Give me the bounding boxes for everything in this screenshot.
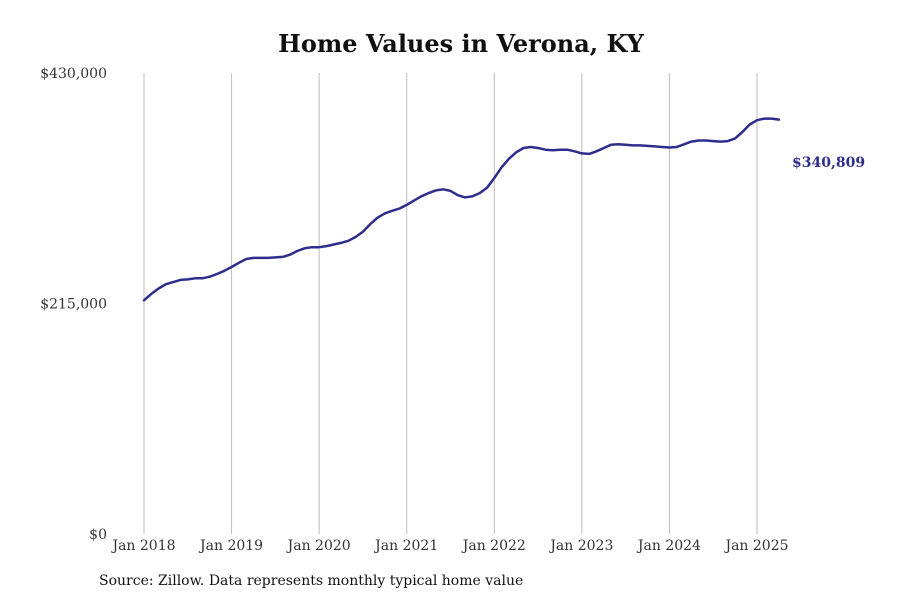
y-tick-label: $215,000 — [40, 297, 107, 313]
x-axis: Jan 2018 Jan 2019 Jan 2020 Jan 2021 Jan 2022… — [110, 538, 788, 554]
end-value-label: $340,809 — [792, 155, 865, 171]
x-tick-label: Jan 2022 — [461, 538, 526, 554]
series-lines — [142, 117, 781, 302]
series-line — [142, 117, 781, 302]
x-tick-label: Jan 2018 — [110, 538, 175, 554]
x-tick-label: Jan 2021 — [373, 538, 438, 554]
x-tick-label: Jan 2020 — [286, 538, 351, 554]
y-tick-label: $430,000 — [40, 66, 107, 82]
source-note: Source: Zillow. Data represents monthly … — [99, 573, 524, 589]
y-axis: $0 $215,000 $430,000 — [40, 66, 107, 543]
gridlines — [143, 73, 758, 534]
x-tick-label: Jan 2024 — [636, 538, 701, 554]
x-tick-label: Jan 2023 — [548, 538, 613, 554]
y-tick-label: $0 — [89, 527, 107, 543]
chart-title: Home Values in Verona, KY — [278, 29, 645, 58]
x-tick-label: Jan 2019 — [198, 538, 263, 554]
x-tick-label: Jan 2025 — [723, 538, 788, 554]
